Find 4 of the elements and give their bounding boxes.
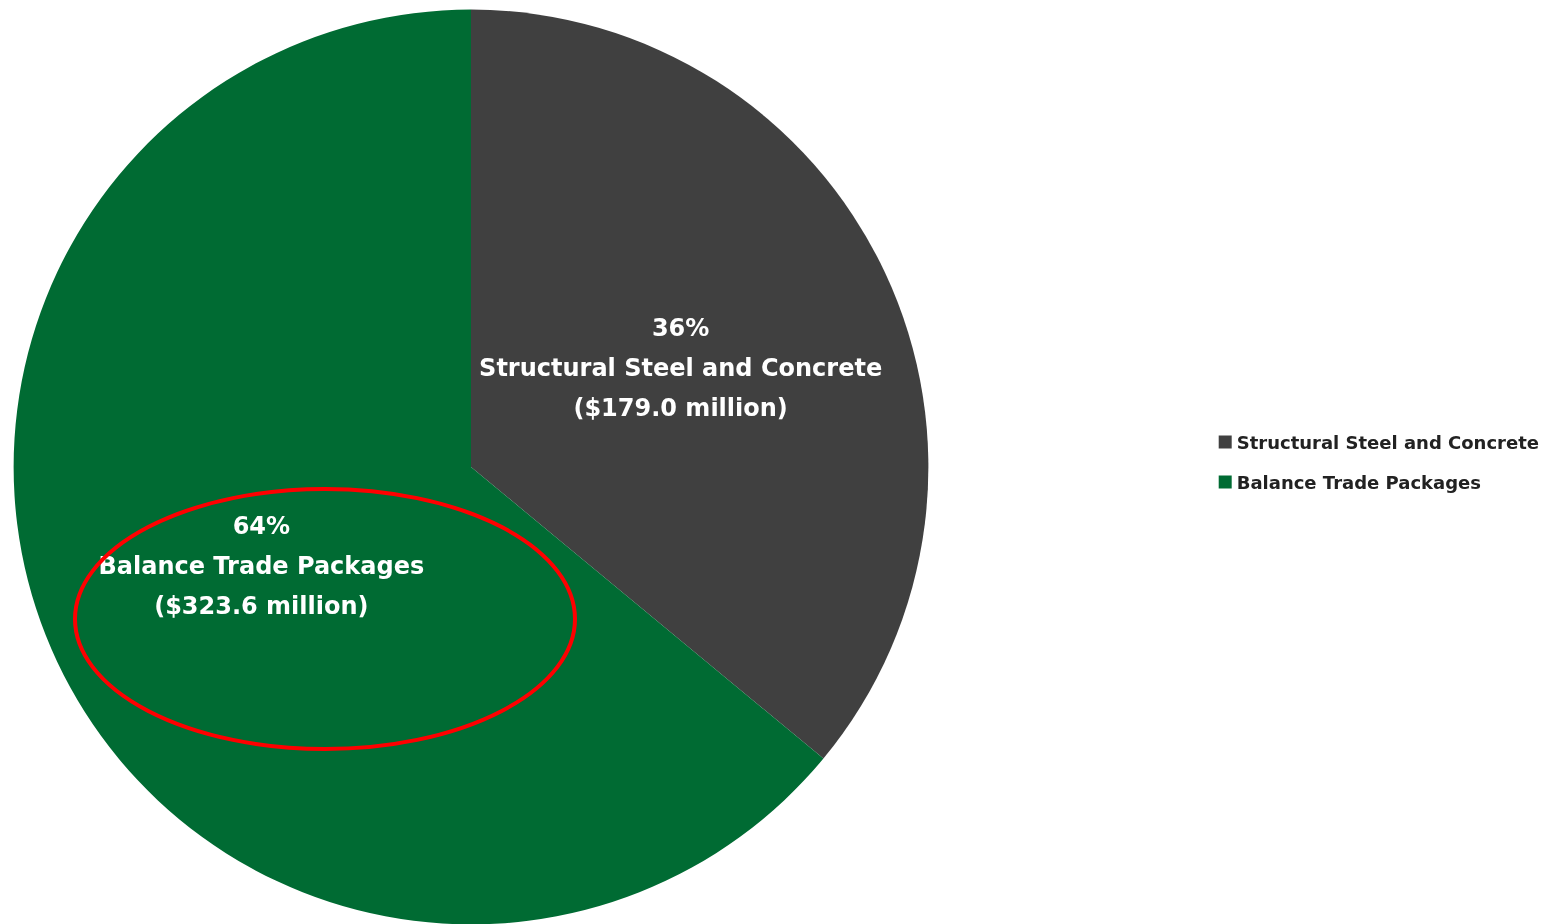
data-label: 64% Balance Trade Packages ($323.6 million) [98,511,425,620]
legend-label: Structural Steel and Concrete [1236,431,1540,453]
legend-label: Balance Trade Packages [1236,471,1481,493]
data-label: 36% Structural Steel and Concrete ($179.0 million) [479,314,883,423]
